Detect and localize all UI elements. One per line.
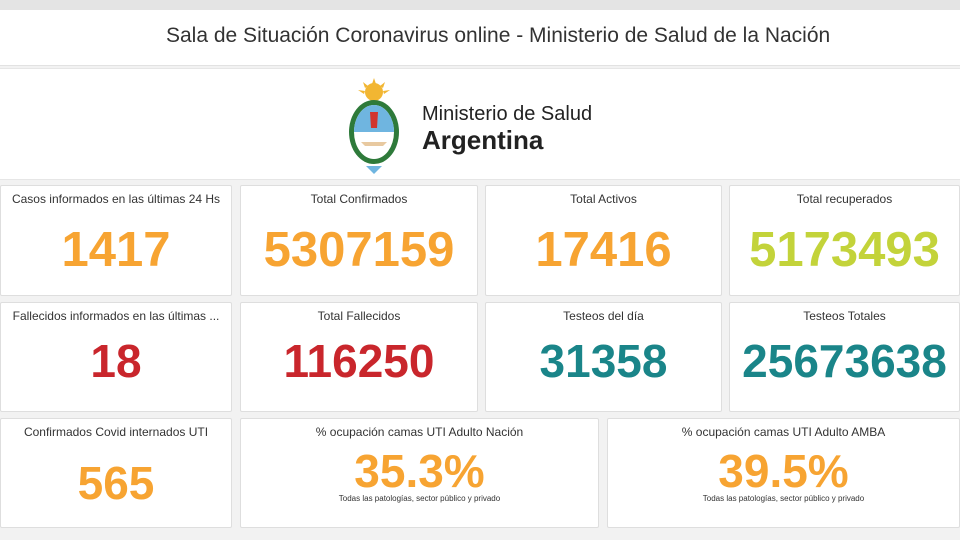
card-value: 5173493 bbox=[749, 223, 940, 277]
card-testeos-totales: Testeos Totales 25673638 bbox=[729, 302, 960, 412]
card-ocupacion-uti-amba: % ocupación camas UTI Adulto AMBA 39.5% … bbox=[607, 418, 960, 528]
card-value: 1417 bbox=[61, 223, 171, 277]
card-fallecidos-24h: Fallecidos informados en las últimas ...… bbox=[0, 302, 232, 412]
card-total-activos: Total Activos 17416 bbox=[485, 185, 722, 296]
card-label: Confirmados Covid internados UTI bbox=[23, 425, 209, 439]
card-label: Testeos Totales bbox=[803, 309, 886, 323]
card-value: 31358 bbox=[539, 335, 668, 387]
card-testeos-dia: Testeos del día 31358 bbox=[485, 302, 722, 412]
card-internados-uti: Confirmados Covid internados UTI 565 bbox=[0, 418, 232, 528]
card-label: Total Confirmados bbox=[310, 192, 408, 206]
card-value: 18 bbox=[90, 335, 142, 387]
card-footnote: Todas las patologías, sector público y p… bbox=[702, 494, 865, 503]
card-value: 17416 bbox=[535, 223, 672, 277]
page-header: Sala de Situación Coronavirus online - M… bbox=[0, 10, 960, 66]
logo-panel: Ministerio de Salud Argentina bbox=[0, 68, 960, 180]
card-value: 25673638 bbox=[742, 335, 947, 387]
card-value: 116250 bbox=[283, 335, 435, 387]
card-label: Total recuperados bbox=[796, 192, 893, 206]
card-ocupacion-uti-nacion: % ocupación camas UTI Adulto Nación 35.3… bbox=[240, 418, 599, 528]
coat-of-arms-icon bbox=[349, 78, 399, 174]
card-label: Fallecidos informados en las últimas ... bbox=[12, 309, 220, 323]
top-strip bbox=[0, 0, 960, 10]
card-casos-24h: Casos informados en las últimas 24 Hs 14… bbox=[0, 185, 232, 296]
card-footnote: Todas las patologías, sector público y p… bbox=[338, 494, 501, 503]
card-total-fallecidos: Total Fallecidos 116250 bbox=[240, 302, 478, 412]
card-value: 39.5% bbox=[718, 445, 849, 497]
card-label: Casos informados en las últimas 24 Hs bbox=[11, 192, 221, 206]
logo-country-label: Argentina bbox=[422, 125, 544, 155]
card-value: 565 bbox=[77, 457, 155, 509]
card-total-confirmados: Total Confirmados 5307159 bbox=[240, 185, 478, 296]
card-label: Total Activos bbox=[570, 192, 637, 206]
logo-text: Ministerio de Salud Argentina bbox=[422, 103, 592, 155]
card-total-recuperados: Total recuperados 5173493 bbox=[729, 185, 960, 296]
card-label: Total Fallecidos bbox=[317, 309, 401, 323]
card-value: 35.3% bbox=[354, 445, 485, 497]
card-value: 5307159 bbox=[263, 223, 455, 277]
card-label: Testeos del día bbox=[563, 309, 644, 323]
page-title: Sala de Situación Coronavirus online - M… bbox=[166, 24, 831, 47]
card-label: % ocupación camas UTI Adulto Nación bbox=[315, 425, 524, 439]
card-label: % ocupación camas UTI Adulto AMBA bbox=[681, 425, 886, 439]
logo-ministry-label: Ministerio de Salud bbox=[422, 103, 593, 125]
